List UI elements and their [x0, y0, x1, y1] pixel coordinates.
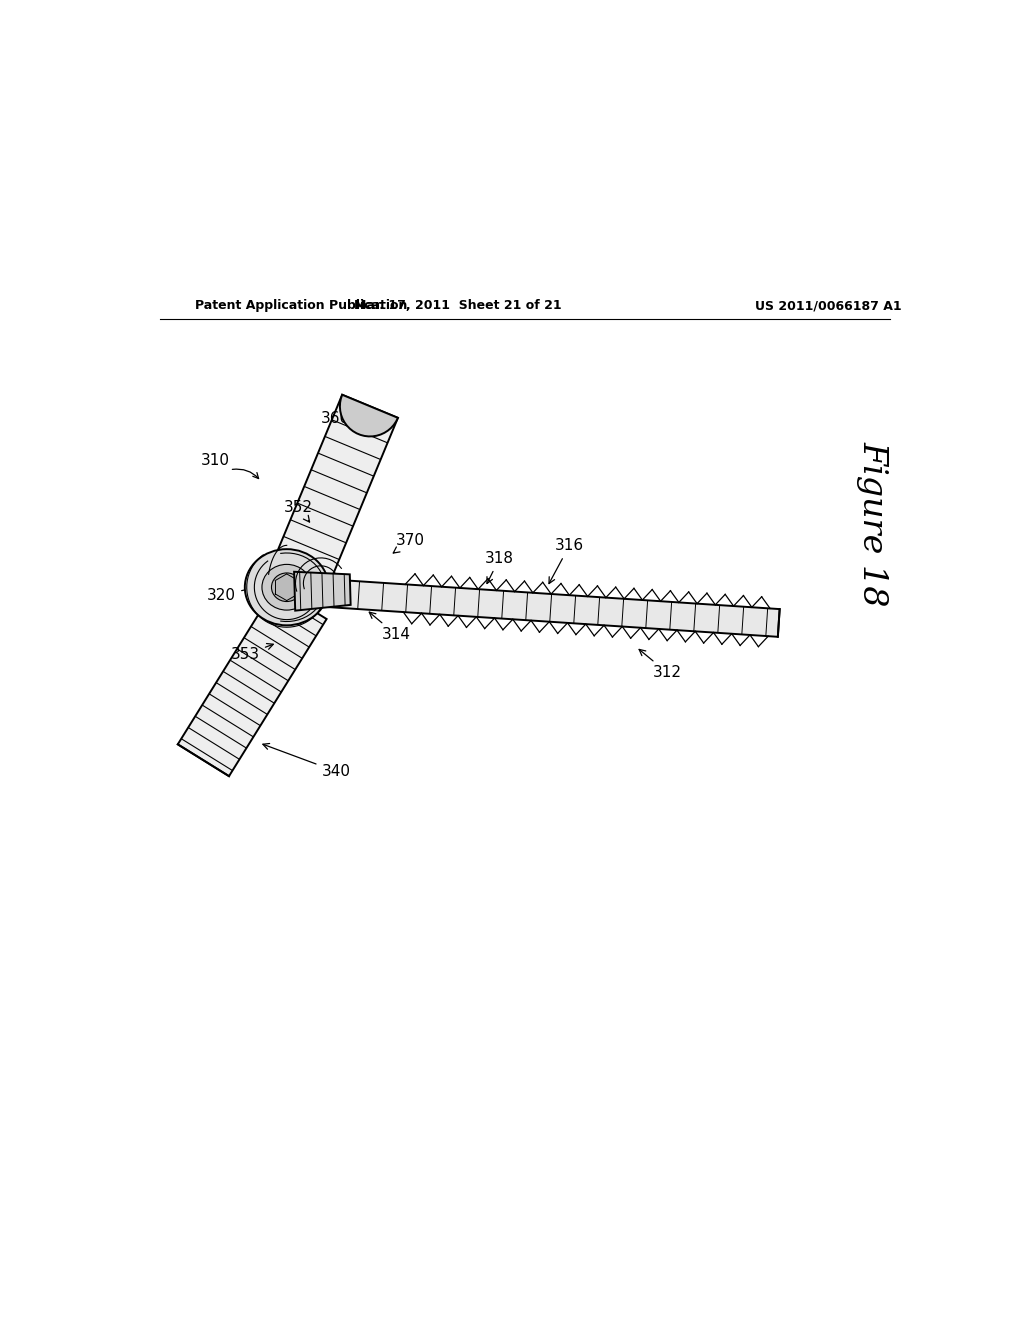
Text: Mar. 17, 2011  Sheet 21 of 21: Mar. 17, 2011 Sheet 21 of 21 — [353, 300, 561, 312]
Text: 370: 370 — [393, 533, 425, 553]
Text: Figure 18: Figure 18 — [856, 441, 889, 606]
Ellipse shape — [245, 549, 329, 626]
Text: 312: 312 — [639, 649, 682, 680]
Text: 360: 360 — [321, 412, 353, 426]
Text: 318: 318 — [485, 552, 514, 583]
Text: US 2011/0066187 A1: US 2011/0066187 A1 — [755, 300, 901, 312]
Text: 320: 320 — [207, 586, 253, 603]
Polygon shape — [273, 395, 398, 585]
Text: 316: 316 — [549, 539, 584, 583]
Polygon shape — [298, 577, 779, 636]
Text: 310: 310 — [201, 453, 229, 467]
Ellipse shape — [271, 573, 302, 602]
Ellipse shape — [262, 565, 311, 610]
Text: 352: 352 — [284, 500, 313, 521]
Text: 340: 340 — [263, 743, 350, 779]
Polygon shape — [294, 572, 350, 611]
Polygon shape — [340, 395, 398, 437]
Text: 314: 314 — [370, 612, 411, 643]
Polygon shape — [178, 587, 327, 776]
Text: 353: 353 — [230, 644, 273, 663]
Text: Patent Application Publication: Patent Application Publication — [196, 300, 408, 312]
